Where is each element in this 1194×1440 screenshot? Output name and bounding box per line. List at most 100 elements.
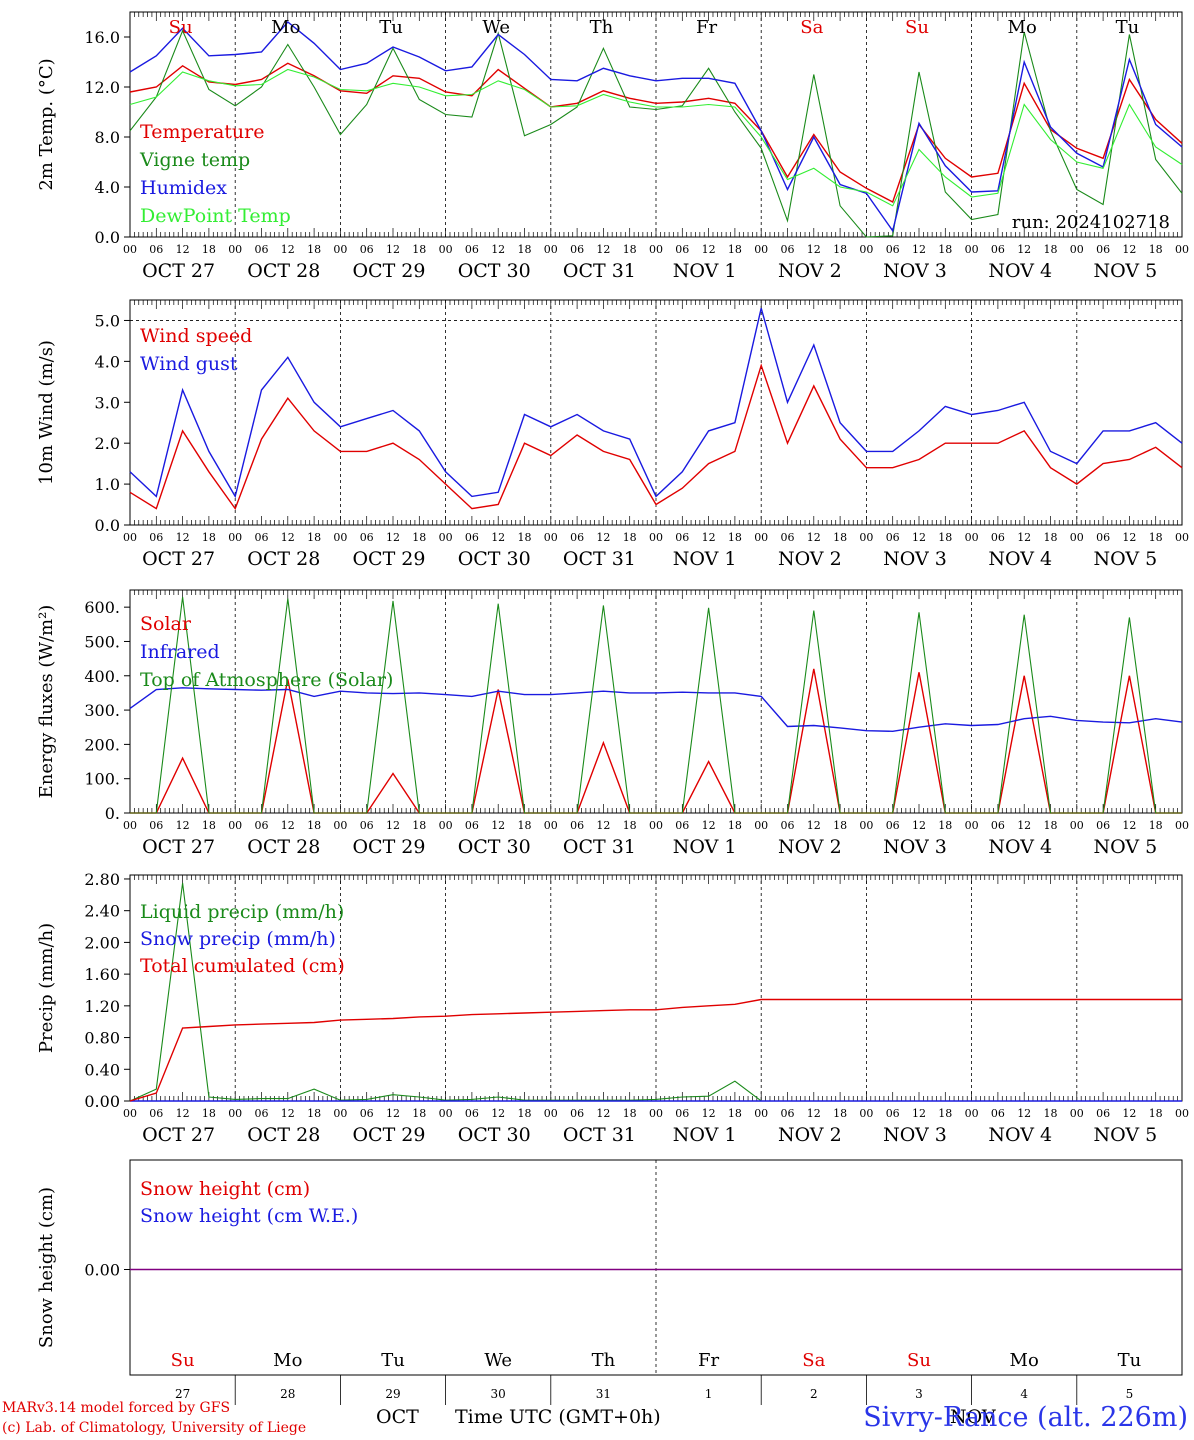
panel3-hour-label: 12 bbox=[702, 819, 716, 832]
panel1-date-label: OCT 31 bbox=[563, 260, 636, 282]
panel3-hour-label: 06 bbox=[360, 819, 374, 832]
panel1-hour-label: 12 bbox=[386, 243, 400, 256]
panel3-hour-label: 00 bbox=[649, 819, 663, 832]
panel4-hour-label: 06 bbox=[781, 1107, 795, 1120]
panel2-hour-label: 12 bbox=[491, 531, 505, 544]
panel1-hour-label: 00 bbox=[1070, 243, 1084, 256]
panel3-date-label: NOV 4 bbox=[988, 836, 1052, 858]
panel1-hour-label: 06 bbox=[886, 243, 900, 256]
series-line-wind-speed bbox=[129, 363, 1183, 511]
bottom-weekday-label: Tu bbox=[1118, 1350, 1142, 1371]
bottom-weekday-label: Su bbox=[907, 1350, 931, 1371]
series-line-humidex bbox=[129, 21, 1183, 233]
bottom-weekday-label: Fr bbox=[698, 1350, 719, 1371]
panel4-hour-label: 06 bbox=[886, 1107, 900, 1120]
panel3-date-label: NOV 2 bbox=[778, 836, 842, 858]
panel1-hour-label: 12 bbox=[281, 243, 295, 256]
legend-entry: Snow precip (mm/h) bbox=[140, 928, 336, 950]
panel3-y-tick-label: 300. bbox=[84, 701, 120, 720]
panel1-hour-label: 06 bbox=[781, 243, 795, 256]
panel4-hour-label: 00 bbox=[123, 1107, 137, 1120]
weekday-label: Th bbox=[590, 17, 614, 38]
panel4-hour-label: 00 bbox=[965, 1107, 979, 1120]
panel3-date-label: OCT 31 bbox=[563, 836, 636, 858]
panel1-hour-label: 00 bbox=[228, 243, 242, 256]
panel5-y-tick-label: 0.00 bbox=[84, 1261, 120, 1280]
panel4-hour-label: 18 bbox=[1044, 1107, 1058, 1120]
panel1-hour-label: 06 bbox=[991, 243, 1005, 256]
panel4-hour-label: 18 bbox=[938, 1107, 952, 1120]
panel3-hour-label: 18 bbox=[728, 819, 742, 832]
panel1-date-label: NOV 5 bbox=[1094, 260, 1158, 282]
panel2-hour-label: 18 bbox=[307, 531, 321, 544]
panel4-y-tick-label: 0.80 bbox=[84, 1029, 120, 1048]
panel3-y-tick-label: 0. bbox=[105, 804, 120, 823]
panel2-hour-label: 18 bbox=[202, 531, 216, 544]
panel3-hour-label: 18 bbox=[518, 819, 532, 832]
panel3-y-tick-label: 500. bbox=[84, 632, 120, 651]
panel1-y-axis-label: 2m Temp. (°C) bbox=[36, 58, 57, 190]
panel2-hour-label: 00 bbox=[1070, 531, 1084, 544]
panel3-hour-label: 18 bbox=[1149, 819, 1163, 832]
panel1-date-label: OCT 29 bbox=[352, 260, 425, 282]
weekday-label: Mo bbox=[1008, 17, 1037, 38]
panel2-hour-label: 12 bbox=[1017, 531, 1031, 544]
weekday-label: Sa bbox=[800, 17, 823, 38]
panel4-hour-label: 18 bbox=[307, 1107, 321, 1120]
panel3-hour-label: 06 bbox=[149, 819, 163, 832]
panel1-hour-label: 12 bbox=[1122, 243, 1136, 256]
panel2-hour-label: 18 bbox=[1044, 531, 1058, 544]
panel2-hour-label: 12 bbox=[807, 531, 821, 544]
series-line-temperature bbox=[129, 62, 1183, 203]
panel3-hour-label: 12 bbox=[491, 819, 505, 832]
weekday-label: Fr bbox=[696, 17, 717, 38]
panel1-date-label: NOV 3 bbox=[883, 260, 947, 282]
panel2-hour-label: 00 bbox=[1175, 531, 1189, 544]
panel2-date-label: OCT 30 bbox=[458, 548, 531, 570]
panel2-y-tick-label: 3.0 bbox=[95, 393, 120, 412]
panel3-hour-label: 06 bbox=[1096, 819, 1110, 832]
panel1-hour-label: 12 bbox=[1017, 243, 1031, 256]
credit-line-lab: (c) Lab. of Climatology, University of L… bbox=[2, 1420, 307, 1436]
panel2-hour-label: 12 bbox=[386, 531, 400, 544]
station-name: Sivry-Rance (alt. 226m) bbox=[863, 1402, 1188, 1433]
panel4-hour-label: 12 bbox=[1122, 1107, 1136, 1120]
panel4-y-tick-label: 0.00 bbox=[84, 1092, 120, 1111]
panel3-frame bbox=[129, 589, 1183, 814]
panel4-hour-label: 06 bbox=[465, 1107, 479, 1120]
panel2-hour-label: 18 bbox=[1149, 531, 1163, 544]
panel1-hour-label: 06 bbox=[149, 243, 163, 256]
panel4-hour-label: 12 bbox=[281, 1107, 295, 1120]
panel4-hour-label: 18 bbox=[518, 1107, 532, 1120]
legend-entry: Infrared bbox=[140, 641, 220, 663]
panel1-hour-label: 00 bbox=[544, 243, 558, 256]
panel3-hour-label: 00 bbox=[1070, 819, 1084, 832]
panel3-hour-label: 00 bbox=[333, 819, 347, 832]
panel4-hour-label: 12 bbox=[1017, 1107, 1031, 1120]
panel4-hour-label: 18 bbox=[1149, 1107, 1163, 1120]
panel2-hour-label: 06 bbox=[570, 531, 584, 544]
panel3-hour-label: 12 bbox=[1017, 819, 1031, 832]
legend-entry: DewPoint Temp bbox=[140, 205, 291, 227]
panel2-hour-label: 12 bbox=[596, 531, 610, 544]
bottom-weekday-label: Mo bbox=[273, 1350, 302, 1371]
bottom-weekday-label: Th bbox=[592, 1350, 616, 1371]
panel2-y-tick-label: 0.0 bbox=[95, 516, 120, 535]
panel1-hour-label: 00 bbox=[123, 243, 137, 256]
panel5-y-axis-label: Snow height (cm) bbox=[36, 1187, 57, 1348]
credit-line-model: MARv3.14 model forced by GFS bbox=[2, 1400, 231, 1416]
panel1-y-tick-label: 8.0 bbox=[95, 128, 120, 147]
panel1-y-tick-label: 12.0 bbox=[84, 78, 120, 97]
panel1-y-tick-label: 16.0 bbox=[84, 28, 120, 47]
panel2-date-label: NOV 5 bbox=[1094, 548, 1158, 570]
panel4-date-label: OCT 30 bbox=[458, 1124, 531, 1146]
panel4-hour-label: 18 bbox=[623, 1107, 637, 1120]
panel3-hour-label: 00 bbox=[754, 819, 768, 832]
panel3-hour-label: 18 bbox=[1044, 819, 1058, 832]
panel3-hour-label: 00 bbox=[228, 819, 242, 832]
panel3-hour-label: 00 bbox=[1175, 819, 1189, 832]
panel2-date-label: OCT 28 bbox=[247, 548, 320, 570]
panel3-y-tick-label: 600. bbox=[84, 598, 120, 617]
bottom-day-number: 27 bbox=[175, 1387, 190, 1401]
panel1-y-tick-label: 4.0 bbox=[95, 178, 120, 197]
